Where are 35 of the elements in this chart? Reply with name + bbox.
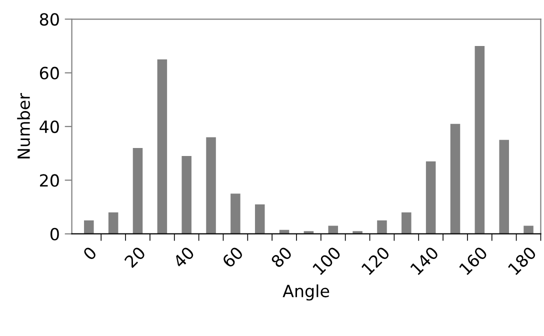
- bar: [304, 231, 314, 234]
- x-tick-label: 60: [221, 246, 244, 268]
- bar: [524, 226, 534, 234]
- x-tick-label: 80: [270, 246, 293, 268]
- bar: [499, 140, 509, 234]
- x-tick-label: 140: [410, 246, 440, 276]
- x-axis-title: Angle: [282, 284, 330, 301]
- y-tick-label: 60: [40, 66, 59, 80]
- x-tick-label: 160: [458, 246, 488, 276]
- x-tick-label: 0: [82, 246, 98, 261]
- bar: [182, 156, 192, 234]
- bar: [328, 226, 338, 234]
- y-axis-title: Number: [17, 93, 30, 158]
- bar: [254, 204, 265, 234]
- bar: [352, 231, 362, 234]
- bar: [426, 161, 436, 234]
- bar: [474, 46, 485, 234]
- bar: [84, 220, 94, 234]
- x-tick-label: 40: [172, 246, 195, 269]
- y-tick-label: 40: [40, 120, 59, 134]
- bar: [402, 212, 412, 234]
- bar: [132, 148, 143, 234]
- bar: [450, 124, 460, 234]
- bar: [230, 194, 240, 234]
- bar: [157, 59, 168, 234]
- x-tick-label: 20: [124, 246, 146, 268]
- bar: [377, 220, 387, 234]
- y-tick-label: 20: [40, 174, 59, 187]
- x-tick-label: 180: [508, 246, 537, 276]
- y-tick-label: 80: [40, 13, 59, 26]
- x-tick-label: 100: [312, 246, 342, 276]
- bar: [108, 212, 118, 234]
- x-tick-label: 120: [360, 246, 390, 276]
- y-tick-label: 0: [50, 228, 59, 240]
- bar: [206, 137, 216, 234]
